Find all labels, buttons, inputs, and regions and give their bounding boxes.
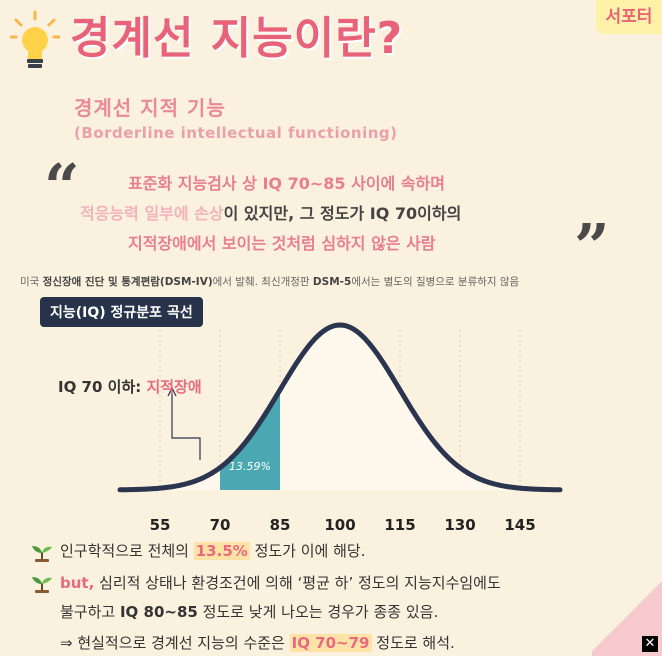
bullet-2-text: 심리적 상태나 환경조건에 의해 ‘평균 하’ 정도의 지능지수임에도 [94,574,501,592]
callout-line [171,390,201,460]
definition-line-3: 지적장애에서 보이는 것처럼 심하지 않은 사람 [128,234,436,253]
note-part-3: 에서는 별도의 질병으로 분류하지 않음 [351,276,520,288]
close-icon[interactable]: ✕ [642,636,658,652]
bullet-1: 인구학적으로 전체의 13.5% 정도가 이에 해당. [60,540,365,561]
chart-badge: 지능(IQ) 정규분포 곡선 [40,297,203,327]
bullet-4-text-b: 정도로 해석. [371,634,455,652]
bullet-3-text-a: 불구하고 [60,603,120,621]
highlight-label: 13.59% [229,460,271,473]
close-quote-icon: ” [574,210,610,283]
definition-line-1: 표준화 지능검사 상 IQ 70~85 사이에 속하며 [128,174,445,193]
x-tick-label: 55 [150,516,171,534]
definition-line-2-highlight: 적응능력 일부에 손상 [80,204,224,223]
x-tick-label: 85 [270,516,291,534]
note-bold-2: DSM-5 [312,276,352,288]
bullet-1-highlight: 13.5% [193,542,250,560]
definition-line-2-rest: 이 있지만, 그 정도가 IQ 70이하의 [223,204,462,223]
curve-area [120,325,560,490]
page-title: 경계선 지능이란? [70,13,404,64]
definition-line-2: 적응능력 일부에 손상이 있지만, 그 정도가 IQ 70이하의 [80,200,461,224]
bullet-3-text-b: 정도로 낮게 나오는 경우가 종종 있음. [197,603,439,621]
subtitle-korean: 경계선 지적 기능 [74,96,226,120]
note-part-1: 미국 [20,276,43,288]
callout-arrow [167,386,177,397]
bullet-1-text-b: 정도가 이에 해당. [249,542,366,560]
iq-distribution-chart: 13.59% 55 70 85 100 115 130 145 [117,322,563,534]
source-note: 미국 정신장애 진단 및 통계편람(DSM-IV)에서 발췌. 최신개정판 DS… [20,274,519,289]
bullet-2: but, 심리적 상태나 환경조건에 의해 ‘평균 하’ 정도의 지능지수임에도 [60,572,501,593]
x-tick-label: 70 [210,516,231,534]
callout-iq70: IQ 70 이하: 지적장애 [58,376,202,397]
x-tick-label: 100 [324,516,355,534]
brand-logo: 서포터 [596,0,662,34]
bullet-3-bold: IQ 80~85 [119,603,198,621]
x-tick-label: 145 [504,516,535,534]
note-part-2: 에서 발췌. 최신개정판 [212,276,313,288]
callout-label: IQ 70 이하: [58,378,147,396]
subtitle-english: (Borderline intellectual functioning) [74,124,398,142]
bullet-2-cont: 불구하고 IQ 80~85 정도로 낮게 나오는 경우가 종종 있음. [60,601,438,622]
bullet-4-highlight: IQ 70~79 [289,634,372,652]
sprout-icon [32,546,52,562]
bullet-1-text-a: 인구학적으로 전체의 [60,542,194,560]
bullet-4-text-a: ⇒ 현실적으로 경계선 지능의 수준은 [60,634,290,652]
x-tick-label: 130 [444,516,475,534]
bullet-conclusion: ⇒ 현실적으로 경계선 지능의 수준은 IQ 70~79 정도로 해석. [60,632,455,653]
bullet-2-but: but, [60,574,95,592]
note-bold-1: 정신장애 진단 및 통계편람(DSM-IV) [42,276,213,288]
open-quote-icon: “ [44,150,80,223]
lightbulb-icon [10,10,60,68]
x-tick-label: 115 [384,516,415,534]
normal-curve [117,322,563,493]
callout-value: 지적장애 [146,378,202,396]
sprout-icon [32,577,52,593]
